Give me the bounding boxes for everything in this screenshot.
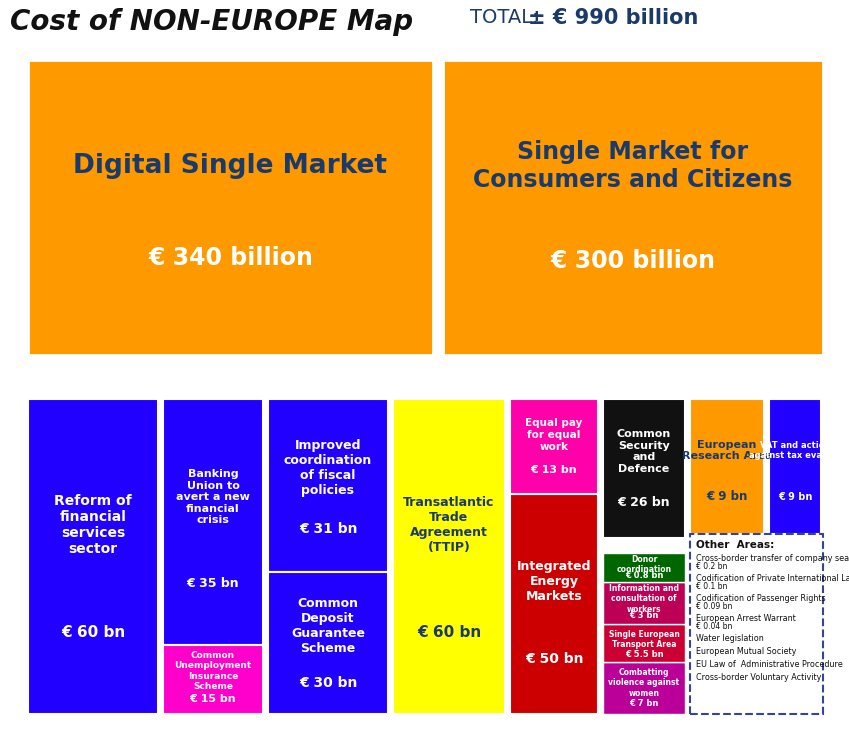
Text: € 15 bn: € 15 bn: [189, 694, 236, 704]
Bar: [268, 399, 388, 573]
Text: € 7 bn: € 7 bn: [629, 699, 659, 708]
Bar: [393, 399, 505, 714]
Text: Common
Deposit
Guarantee
Scheme: Common Deposit Guarantee Scheme: [291, 597, 365, 655]
Text: European Arrest Warrant: European Arrest Warrant: [696, 614, 796, 623]
Text: € 60 bn: € 60 bn: [417, 625, 481, 639]
Text: € 60 bn: € 60 bn: [61, 625, 125, 639]
Text: € 3 bn: € 3 bn: [629, 611, 659, 620]
Text: € 35 bn: € 35 bn: [187, 577, 239, 590]
Text: Common
Unemployment
Insurance
Scheme: Common Unemployment Insurance Scheme: [174, 651, 251, 691]
Text: Information and
consultation of
workers: Information and consultation of workers: [609, 584, 679, 614]
Bar: [603, 399, 685, 537]
Bar: [268, 573, 388, 714]
Text: Donor
coordination: Donor coordination: [616, 554, 672, 574]
Text: € 5.5 bn: € 5.5 bn: [625, 650, 663, 659]
Text: Banking
Union to
avert a new
financial
crisis: Banking Union to avert a new financial c…: [176, 469, 250, 526]
Text: € 50 bn: € 50 bn: [525, 652, 583, 666]
Text: € 26 bn: € 26 bn: [618, 496, 671, 509]
Bar: [769, 399, 821, 534]
Text: € 0.04 bn: € 0.04 bn: [696, 622, 733, 631]
Text: European
Research Area: European Research Area: [682, 440, 773, 461]
Text: € 0.1 bn: € 0.1 bn: [696, 583, 728, 592]
Bar: [28, 60, 433, 355]
Text: VAT and action
against tax evasion: VAT and action against tax evasion: [749, 441, 841, 460]
Text: € 0.8 bn: € 0.8 bn: [625, 571, 663, 581]
Text: Digital Single Market: Digital Single Market: [74, 153, 387, 179]
Text: Equal pay
for equal
work: Equal pay for equal work: [526, 418, 582, 451]
Text: Codification of Private International Law: Codification of Private International La…: [696, 575, 849, 584]
Bar: [603, 582, 685, 624]
Text: € 9 bn: € 9 bn: [706, 490, 748, 503]
Bar: [603, 553, 685, 582]
Bar: [690, 534, 823, 714]
Text: € 30 bn: € 30 bn: [299, 676, 357, 690]
Bar: [28, 399, 158, 714]
Text: Other  Areas:: Other Areas:: [696, 540, 774, 550]
Text: € 13 bn: € 13 bn: [531, 465, 577, 475]
Text: Combatting
violence against
women: Combatting violence against women: [609, 668, 679, 698]
Text: € 31 bn: € 31 bn: [299, 522, 357, 536]
Bar: [603, 624, 685, 662]
Text: TOTAL:: TOTAL:: [470, 8, 545, 27]
Text: Single European
Transport Area: Single European Transport Area: [609, 630, 679, 649]
Text: ± € 990 billion: ± € 990 billion: [528, 8, 699, 28]
Text: € 0.2 bn: € 0.2 bn: [696, 562, 728, 572]
Bar: [443, 60, 823, 355]
Text: € 300 billion: € 300 billion: [550, 249, 716, 272]
Text: € 0.09 bn: € 0.09 bn: [696, 603, 733, 611]
Text: Common
Security
and
Defence: Common Security and Defence: [617, 429, 671, 474]
Text: € 9 bn: € 9 bn: [778, 492, 812, 501]
Bar: [690, 399, 764, 534]
Text: Water legislation: Water legislation: [696, 634, 764, 644]
Text: Integrated
Energy
Markets: Integrated Energy Markets: [517, 560, 591, 603]
Bar: [510, 493, 598, 714]
Text: Improved
coordination
of fiscal
policies: Improved coordination of fiscal policies: [284, 440, 372, 498]
Text: € 340 billion: € 340 billion: [148, 246, 313, 269]
Text: Cross-border Voluntary Activity: Cross-border Voluntary Activity: [696, 674, 821, 683]
Text: Cross-border transfer of company seats: Cross-border transfer of company seats: [696, 554, 849, 564]
Text: Codification of Passenger Rights: Codification of Passenger Rights: [696, 595, 825, 603]
Text: Cost of NON-EUROPE Map: Cost of NON-EUROPE Map: [10, 8, 413, 36]
Bar: [163, 644, 263, 714]
Bar: [163, 399, 263, 644]
Text: EU Law of  Administrative Procedure: EU Law of Administrative Procedure: [696, 661, 843, 669]
Text: Transatlantic
Trade
Agreement
(TTIP): Transatlantic Trade Agreement (TTIP): [403, 496, 495, 554]
Text: European Mutual Society: European Mutual Society: [696, 647, 796, 656]
Bar: [510, 399, 598, 493]
Bar: [603, 662, 685, 714]
Text: Reform of
financial
services
sector: Reform of financial services sector: [54, 494, 132, 556]
Text: Single Market for
Consumers and Citizens: Single Market for Consumers and Citizens: [473, 140, 793, 192]
